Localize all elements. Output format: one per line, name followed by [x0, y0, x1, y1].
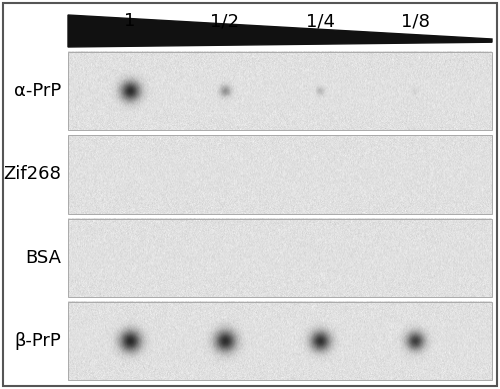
Bar	[68, 219, 492, 297]
Text: β-PrP: β-PrP	[14, 332, 61, 350]
Text: Zif268: Zif268	[3, 165, 61, 183]
Bar	[68, 302, 492, 380]
Text: 1/2: 1/2	[210, 12, 240, 30]
Text: BSA: BSA	[25, 249, 61, 266]
Text: α-PrP: α-PrP	[14, 82, 61, 100]
Text: 1/4: 1/4	[306, 12, 334, 30]
Bar	[68, 135, 492, 214]
Bar	[68, 52, 492, 130]
Polygon shape	[68, 15, 492, 47]
Text: 1/8: 1/8	[400, 12, 430, 30]
Text: 1: 1	[124, 12, 136, 30]
